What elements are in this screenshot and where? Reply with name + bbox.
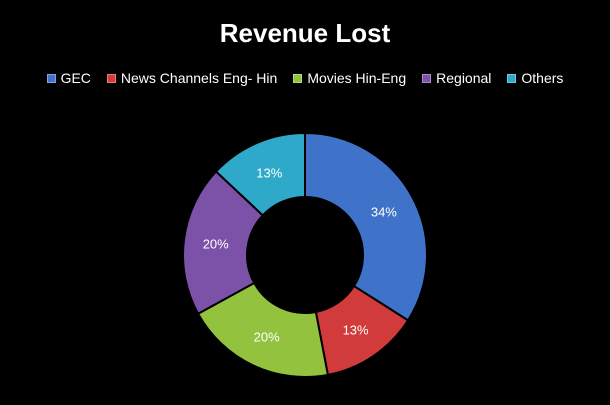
legend-label-regional: Regional [436,70,492,86]
legend-label-movies: Movies Hin-Eng [307,70,407,86]
data-label-movies: 20% [254,329,280,344]
data-label-news: 13% [343,322,369,337]
legend-item-gec: GEC [46,70,91,86]
legend-swatch-gec [46,73,56,83]
legend-item-movies: Movies Hin-Eng [293,70,406,86]
chart-legend: GEC News Channels Eng- Hin Movies Hin-En… [0,70,610,86]
data-label-gec: 34% [371,205,397,220]
legend-item-others: Others [507,70,563,86]
chart-title: Revenue Lost [219,18,391,48]
slice-regional [182,170,265,316]
legend-label-news: News Channels Eng- Hin [120,70,278,86]
legend-item-news: News Channels Eng- Hin [106,70,278,86]
legend-item-regional: Regional [422,70,491,86]
legend-label-gec: GEC [60,70,91,86]
slice-others [214,131,306,217]
legend-swatch-movies [293,73,303,83]
data-label-others: 13% [256,165,282,180]
legend-swatch-news [106,73,116,83]
slice-gec [304,131,428,322]
slice-movies [196,281,330,378]
legend-label-others: Others [521,70,564,86]
data-label-regional: 20% [203,237,229,252]
legend-swatch-others [507,73,517,83]
legend-swatch-regional [422,73,432,83]
